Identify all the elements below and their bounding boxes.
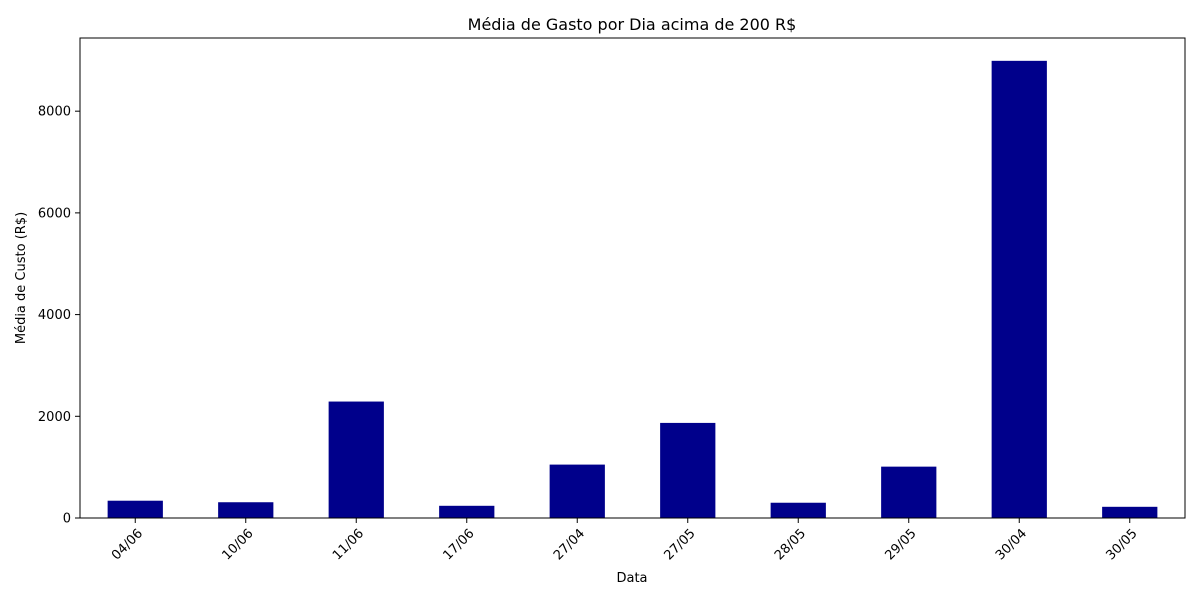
x-tick-label: 11/06 xyxy=(330,526,367,563)
bar-27-05 xyxy=(660,422,716,518)
y-axis: 0 2000 4000 6000 8000 xyxy=(38,105,80,527)
bar-04-06 xyxy=(107,500,163,518)
plot-area-frame xyxy=(79,37,1186,519)
bar-10-06 xyxy=(218,502,274,518)
bar-27-04 xyxy=(549,464,605,518)
x-tick-label: 29/05 xyxy=(882,526,919,563)
y-axis-label: Média de Custo (R$) xyxy=(14,212,29,344)
bar-30-04 xyxy=(991,60,1047,518)
y-tick-label: 2000 xyxy=(38,410,71,425)
x-axis: 04/06 10/06 11/06 17/06 27/04 27/05 28/05 29/05… xyxy=(109,518,1141,563)
bar-17-06 xyxy=(439,505,495,518)
x-tick-label: 04/06 xyxy=(109,526,146,563)
bar-30-05 xyxy=(1102,506,1158,518)
x-tick-label: 27/05 xyxy=(661,526,698,563)
y-tick-label: 0 xyxy=(63,512,71,527)
y-tick-label: 8000 xyxy=(38,105,71,120)
x-tick-label: 28/05 xyxy=(772,526,809,563)
bars-layer xyxy=(107,60,1158,518)
x-tick-label: 27/04 xyxy=(551,526,588,563)
bar-11-06 xyxy=(328,401,384,518)
x-tick-label: 30/05 xyxy=(1103,526,1140,563)
bar-28-05 xyxy=(770,502,826,518)
y-tick-label: 4000 xyxy=(38,308,71,323)
x-tick-label: 17/06 xyxy=(440,526,477,563)
x-tick-label: 10/06 xyxy=(219,526,256,563)
x-axis-label: Data xyxy=(616,571,647,586)
bar-29-05 xyxy=(881,466,937,518)
chart-title: Média de Gasto por Dia acima de 200 R$ xyxy=(468,15,797,34)
x-tick-label: 30/04 xyxy=(993,526,1030,563)
y-tick-label: 6000 xyxy=(38,206,71,221)
